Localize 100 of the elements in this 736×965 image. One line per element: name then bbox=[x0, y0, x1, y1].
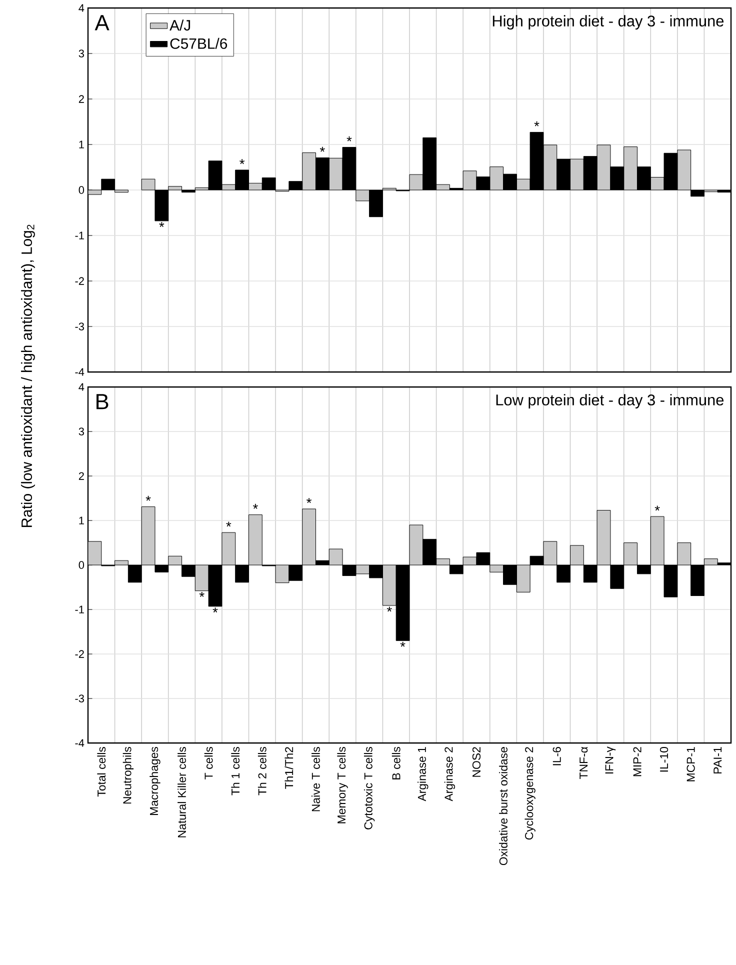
annotation: A bbox=[94, 15, 110, 30]
x-tick-label: Naive T cells bbox=[312, 746, 320, 812]
bar bbox=[128, 564, 142, 583]
x-tick-label: Arginase 2 bbox=[444, 747, 456, 802]
bar bbox=[556, 564, 571, 583]
annotation: * bbox=[226, 522, 232, 527]
bar bbox=[570, 158, 584, 190]
bar bbox=[88, 541, 102, 566]
y-tick-label: 0 bbox=[78, 561, 84, 569]
chart-title: Low protein diet - day 3 - immune bbox=[496, 394, 724, 408]
bar bbox=[610, 166, 624, 190]
y-tick-label: 0 bbox=[78, 186, 84, 194]
annotation: * bbox=[534, 121, 540, 126]
bar bbox=[409, 524, 424, 566]
y-tick-label: 2 bbox=[78, 95, 84, 103]
bar bbox=[610, 564, 624, 589]
x-tick-label: Arginase 1 bbox=[418, 747, 428, 802]
x-tick-label: MCP-1 bbox=[686, 747, 695, 782]
x-tick-label: Cytotoxic T cells bbox=[364, 746, 375, 830]
annotation: * bbox=[240, 159, 245, 164]
y-tick-label: -2 bbox=[75, 650, 84, 658]
annotation: * bbox=[199, 592, 204, 597]
bar bbox=[583, 156, 598, 190]
x-tick-label: Th1/Th2 bbox=[284, 747, 294, 789]
y-tick-label: -3 bbox=[75, 322, 84, 330]
annotation: * bbox=[212, 608, 218, 612]
annotation: * bbox=[306, 498, 312, 504]
bar bbox=[543, 144, 558, 190]
bar bbox=[543, 541, 558, 566]
y-tick-label: -3 bbox=[75, 694, 84, 702]
annotation: * bbox=[159, 222, 164, 228]
annotation: * bbox=[146, 496, 151, 501]
x-tick-label: IL-10 bbox=[660, 746, 668, 772]
y-tick-label: -1 bbox=[75, 232, 84, 240]
x-tick-label: PAI-1 bbox=[714, 747, 722, 774]
bar bbox=[503, 174, 517, 190]
bar bbox=[248, 514, 262, 566]
x-tick-label: IL-6 bbox=[552, 747, 561, 766]
bar bbox=[624, 542, 638, 566]
bar bbox=[677, 542, 692, 566]
annotation: * bbox=[346, 136, 352, 142]
y-axis-title: Ratio (low antioxidant / high antioxidant), Log$_{2}$ bbox=[21, 224, 35, 528]
x-tick-label: Th 2 cells bbox=[258, 746, 266, 796]
y-tick-label: 1 bbox=[79, 140, 84, 148]
y-tick-label: -1 bbox=[75, 606, 84, 614]
y-tick-label: -2 bbox=[75, 277, 84, 285]
x-tick-label: Neutrophils bbox=[122, 746, 134, 804]
bar bbox=[677, 150, 692, 190]
bar bbox=[328, 158, 343, 190]
y-tick-label: -4 bbox=[75, 739, 84, 747]
bar bbox=[650, 516, 664, 566]
annotation: * bbox=[654, 506, 660, 511]
legend-label: C57BL/6 bbox=[170, 38, 228, 49]
bar bbox=[636, 166, 651, 190]
bar bbox=[596, 510, 611, 566]
bar bbox=[503, 564, 517, 585]
bar bbox=[235, 564, 250, 583]
x-tick-label: NOS2 bbox=[472, 747, 481, 777]
bar bbox=[369, 564, 383, 578]
bar bbox=[302, 508, 316, 566]
annotation: B bbox=[96, 394, 108, 410]
bar bbox=[570, 545, 584, 566]
bar bbox=[664, 152, 678, 190]
annotation: * bbox=[400, 642, 406, 647]
bar bbox=[382, 564, 396, 606]
y-tick-label: 3 bbox=[78, 428, 84, 436]
y-tick-label: 4 bbox=[78, 4, 84, 12]
x-tick-label: T cells bbox=[204, 746, 213, 780]
chart-title: High protein diet - day 3 - immune bbox=[492, 15, 724, 30]
x-tick-label: Memory T cells bbox=[337, 746, 348, 824]
bar bbox=[664, 564, 678, 598]
bar bbox=[141, 506, 156, 566]
bar bbox=[235, 170, 250, 190]
x-tick-label: Oxidative burst oxidase bbox=[499, 747, 508, 866]
bar bbox=[624, 146, 638, 190]
x-tick-label: Cyclooxygenase 2 bbox=[524, 747, 536, 840]
x-tick-label: B cells bbox=[392, 746, 400, 780]
y-tick-label: 2 bbox=[78, 472, 84, 480]
x-tick-label: TNF-α bbox=[580, 746, 588, 779]
legend-label: A/J bbox=[170, 20, 190, 31]
bar bbox=[222, 532, 236, 566]
bar bbox=[690, 564, 704, 596]
y-tick-label: 3 bbox=[78, 50, 84, 58]
bar bbox=[596, 144, 611, 190]
bar bbox=[556, 158, 571, 190]
bar bbox=[208, 160, 222, 190]
y-tick-label: 4 bbox=[78, 383, 84, 391]
bar bbox=[490, 166, 504, 190]
x-tick-label: Total cells bbox=[97, 746, 106, 797]
bar bbox=[462, 170, 477, 190]
annotation: * bbox=[320, 146, 325, 152]
bar bbox=[194, 564, 209, 592]
x-tick-label: Natural Killer cells bbox=[178, 746, 186, 838]
bar bbox=[302, 152, 316, 190]
x-tick-label: MIP-2 bbox=[633, 747, 642, 776]
x-tick-label: Macrophages bbox=[150, 746, 160, 815]
annotation: * bbox=[386, 606, 392, 612]
bar bbox=[516, 564, 530, 592]
x-tick-label: Th 1 cells bbox=[231, 746, 240, 796]
annotation: * bbox=[252, 504, 258, 509]
